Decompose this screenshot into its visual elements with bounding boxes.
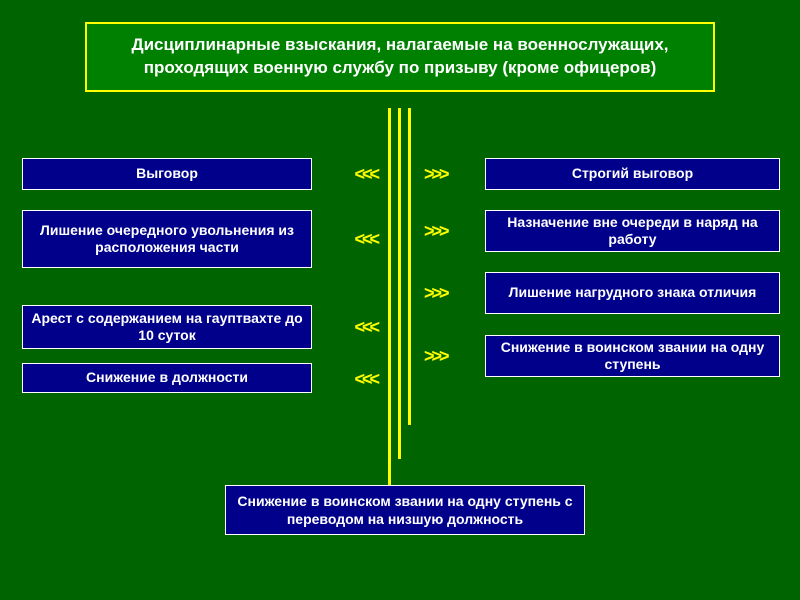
chevron-left-3: <<< [334,316,379,338]
flow-arrow-group [388,108,412,503]
left-item-2: Лишение очередного увольнения из располо… [22,210,312,268]
bottom-item: Снижение в воинском звании на одну ступе… [225,485,585,535]
chevron-right-4: >>> [422,345,467,367]
vline-2 [398,108,401,459]
right-item-2: Назначение вне очереди в наряд на работу [485,210,780,252]
left-item-4: Снижение в должности [22,363,312,393]
title-box: Дисциплинарные взыскания, налагаемые на … [85,22,715,92]
chevron-right-3: >>> [422,282,467,304]
right-item-3: Лишение нагрудного знака отличия [485,272,780,314]
right-item-4: Снижение в воинском звании на одну ступе… [485,335,780,377]
chevron-left-1: <<< [334,163,379,185]
vline-1 [388,108,391,493]
right-item-1: Строгий выговор [485,158,780,190]
chevron-right-2: >>> [422,220,467,242]
vline-3 [408,108,411,425]
left-item-1: Выговор [22,158,312,190]
chevron-left-4: <<< [334,368,379,390]
left-item-3: Арест с содержанием на гауптвахте до 10 … [22,305,312,349]
chevron-left-2: <<< [334,228,379,250]
chevron-right-1: >>> [422,163,467,185]
